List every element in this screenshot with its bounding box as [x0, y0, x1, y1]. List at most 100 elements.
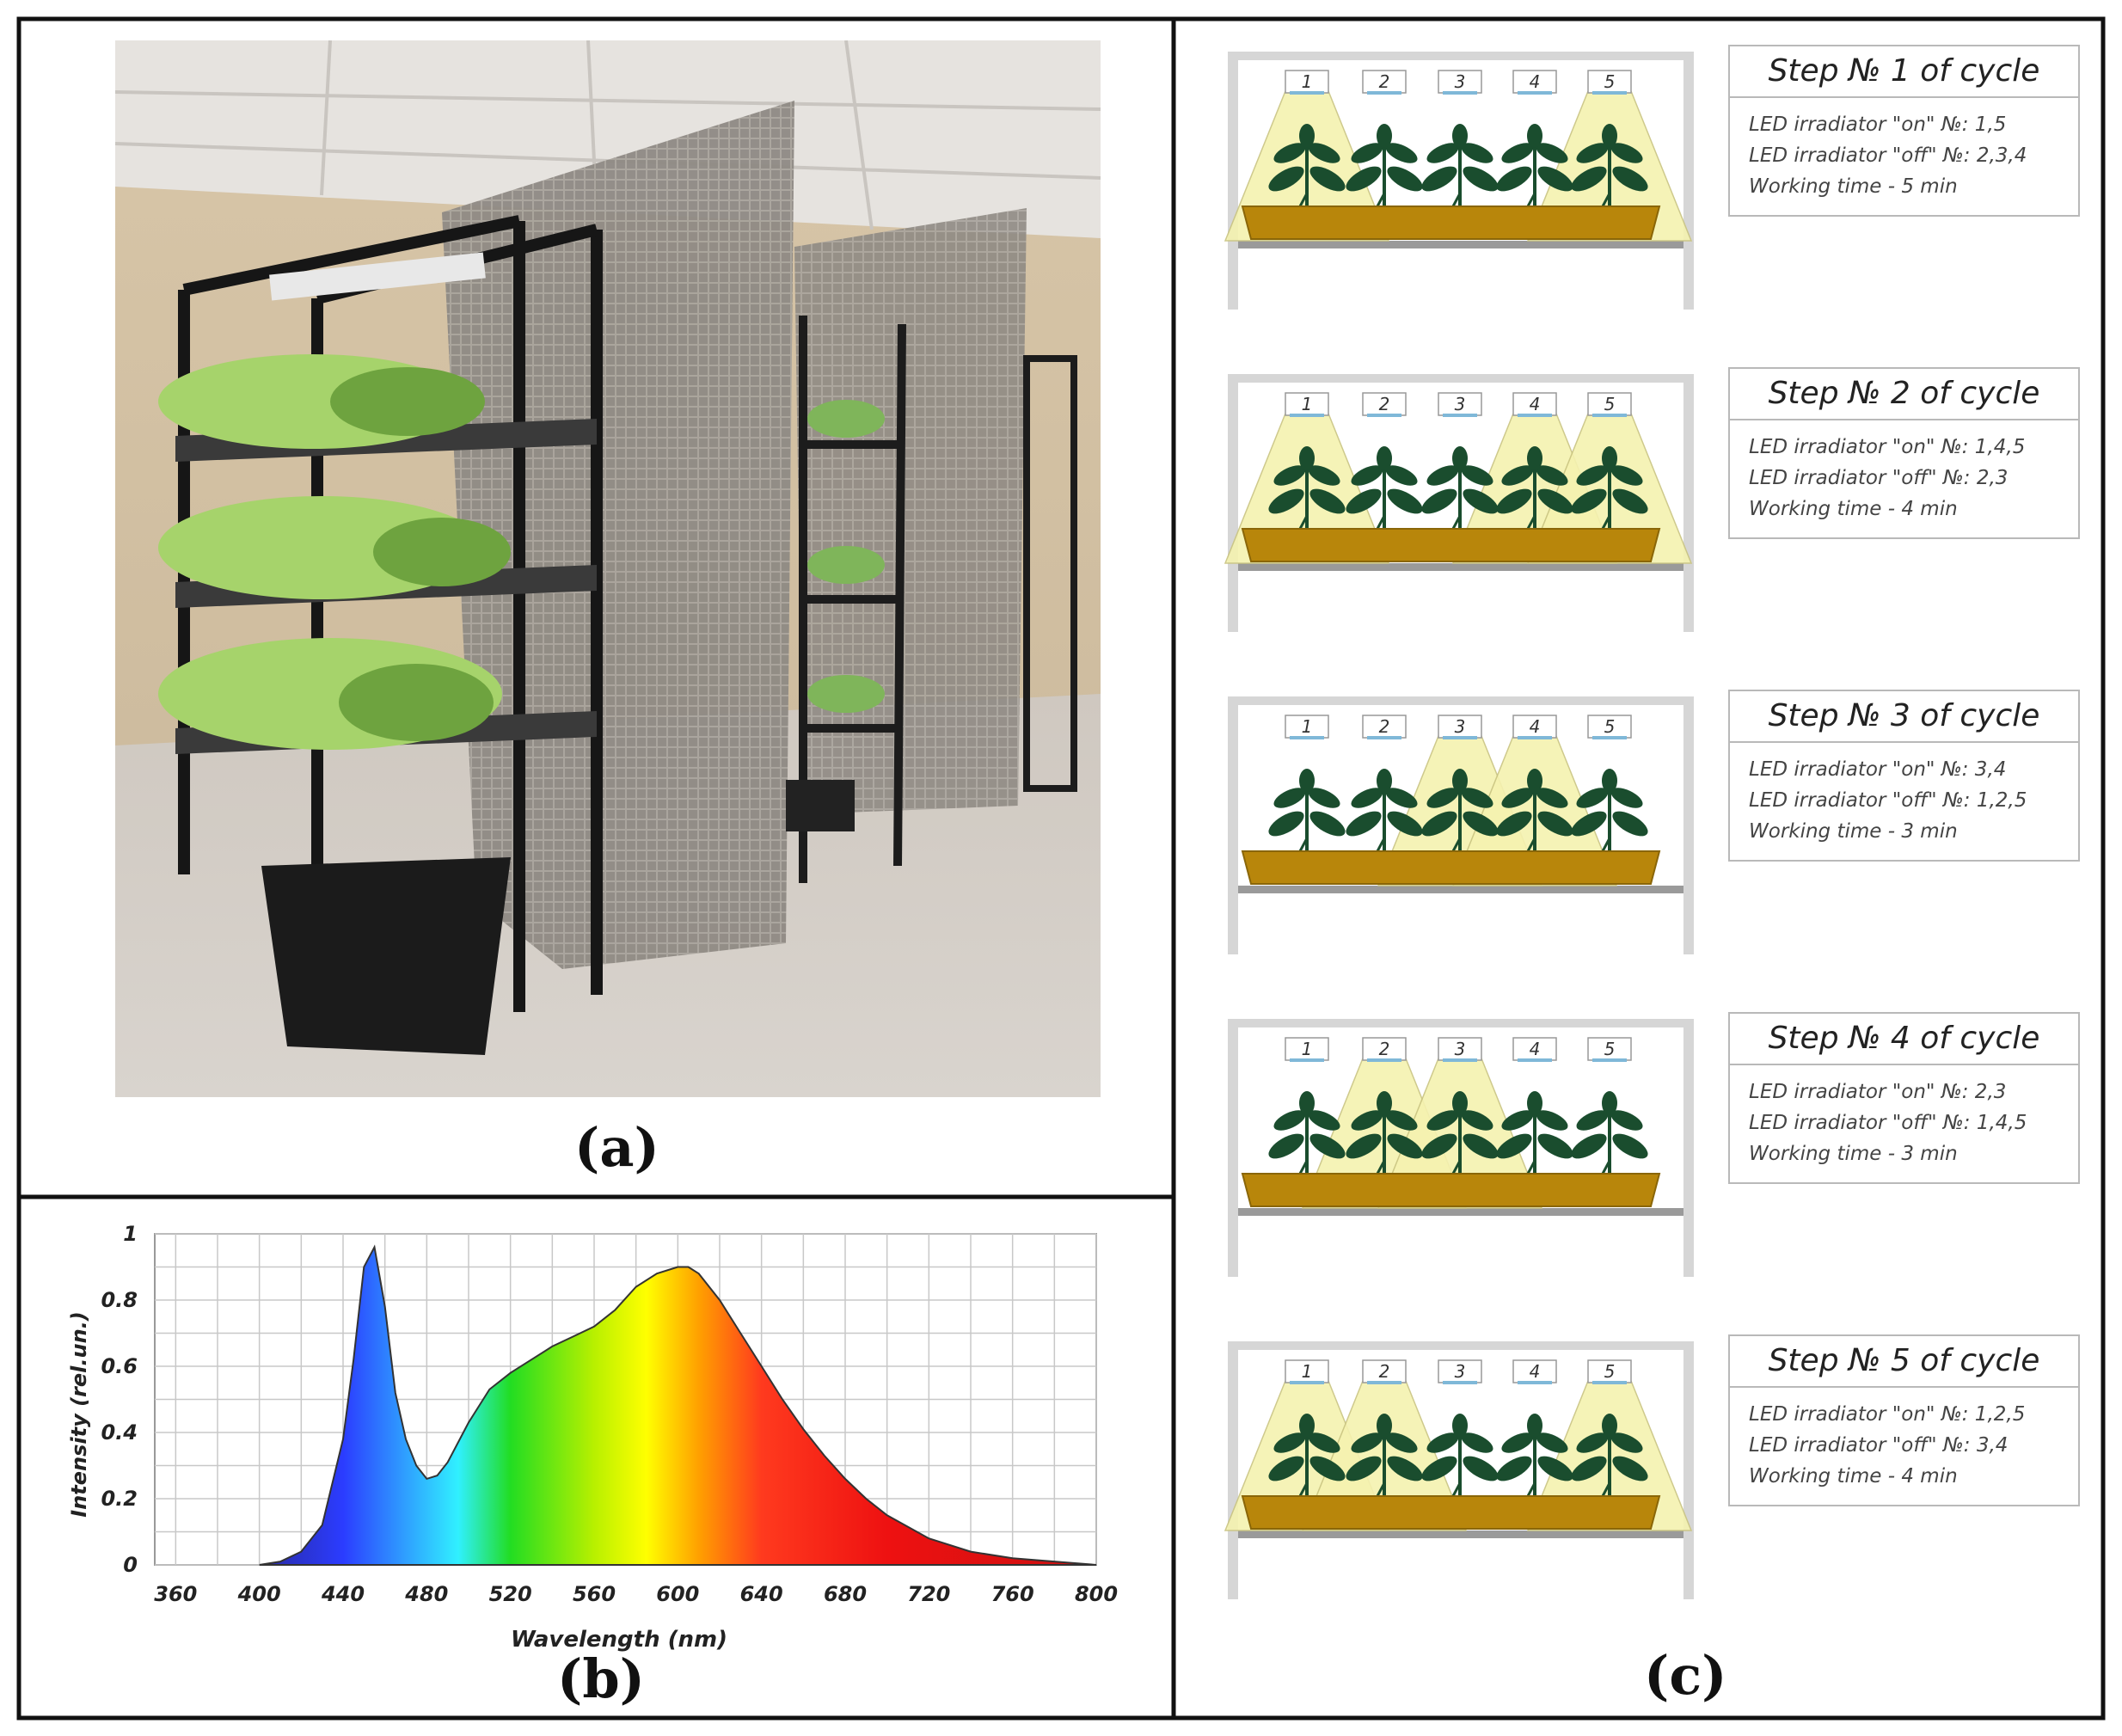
- cycle-step-3: 1 2 3 4 5 Step № 3 of cycle LED irradiator "on…: [1212, 679, 2089, 963]
- cycle-step-2: 1 2 3 4 5 Step № 2 of cycle LED irradiator "on…: [1212, 357, 2089, 641]
- x-tick-label: 720: [907, 1582, 950, 1606]
- plant-icon: [1268, 769, 1346, 860]
- chart-series: [259, 1244, 1097, 1566]
- x-tick-label: 760: [991, 1582, 1034, 1606]
- lamp-number: 5: [1604, 1361, 1616, 1382]
- y-tick-label: 0.2: [101, 1487, 138, 1511]
- led-lamp: [1587, 1037, 1632, 1061]
- step-title: Step № 4 of cycle: [1730, 1014, 2078, 1065]
- growing-tray: [1241, 528, 1661, 562]
- working-time-line: Working time - 5 min: [1749, 175, 1958, 198]
- plant-icon: [1346, 446, 1423, 537]
- lamp-number: 3: [1455, 394, 1466, 414]
- x-tick-label: 400: [237, 1582, 281, 1606]
- lamp-number: 2: [1379, 1361, 1390, 1382]
- lamp-number: 3: [1455, 1039, 1466, 1059]
- shelf: [1238, 241, 1683, 248]
- cycle-step-4: 1 2 3 4 5 Step № 4 of cycle LED irradiator "on…: [1212, 1002, 2089, 1285]
- plant-icon: [1346, 1414, 1423, 1505]
- led-lamp: [1512, 715, 1557, 739]
- plant-icon: [1346, 124, 1423, 215]
- x-tick-label: 440: [321, 1582, 365, 1606]
- x-axis-label: Wavelength (nm): [511, 1627, 727, 1653]
- led-on-line: LED irradiator "on" №: 2,3: [1749, 1081, 2007, 1103]
- spectrum-chart: 360 400 440 480 520 560 600 640 680 720 760 800 0 0.…: [34, 1204, 1152, 1702]
- y-tick-label: 0: [123, 1553, 138, 1577]
- y-tick-label: 0.4: [101, 1420, 138, 1445]
- shelf: [1238, 886, 1683, 893]
- growing-tray: [1241, 1495, 1661, 1530]
- lamp-number: 2: [1379, 1039, 1390, 1059]
- panel-label-c: (c): [1644, 1644, 1727, 1707]
- lamp-number: 5: [1604, 394, 1616, 414]
- shelf: [1238, 563, 1683, 571]
- x-tick-label: 800: [1075, 1582, 1118, 1606]
- working-time-line: Working time - 4 min: [1749, 498, 1958, 520]
- led-lamp: [1362, 1359, 1407, 1383]
- led-lamp: [1285, 1037, 1329, 1061]
- lamp-number: 1: [1302, 1361, 1313, 1382]
- x-tick-label: 560: [573, 1582, 616, 1606]
- growing-shelf-diagram: 1 2 3 4 5: [1224, 374, 1694, 632]
- x-tick-label: 680: [824, 1582, 867, 1606]
- lamp-number: 2: [1379, 716, 1390, 737]
- led-lamp: [1285, 1359, 1329, 1383]
- frame-post-right: [1683, 696, 1694, 954]
- frame-post-left: [1228, 696, 1238, 954]
- step-info-box: Step № 4 of cycle LED irradiator "on" №: …: [1728, 1012, 2080, 1184]
- lamp-number: 3: [1455, 1361, 1466, 1382]
- x-tick-labels: 360 400 440 480 520 560 600 640 680 720 760 800: [154, 1582, 1118, 1606]
- step-info-box: Step № 1 of cycle LED irradiator "on" №: …: [1728, 45, 2080, 217]
- x-tick-label: 520: [489, 1582, 532, 1606]
- led-lamp: [1438, 715, 1482, 739]
- lamp-number: 4: [1530, 394, 1541, 414]
- panel-label-b: (b): [557, 1647, 646, 1710]
- frame-top: [1228, 52, 1694, 60]
- y-tick-label: 0.6: [101, 1354, 138, 1378]
- plant-icon: [1421, 124, 1499, 215]
- lamp-number: 1: [1302, 1039, 1313, 1059]
- plant-icon: [1571, 446, 1648, 537]
- lamp-number: 2: [1379, 71, 1390, 92]
- led-off-line: LED irradiator "off" №: 3,4: [1749, 1434, 2009, 1457]
- plant-icon: [1346, 769, 1423, 860]
- led-lamp: [1362, 715, 1407, 739]
- growing-tray: [1241, 850, 1661, 885]
- plant-icon: [1421, 446, 1499, 537]
- lamp-number: 1: [1302, 716, 1313, 737]
- plant-icon: [1496, 124, 1573, 215]
- panel-label-a: (a): [574, 1116, 659, 1179]
- lamp-number: 4: [1530, 1039, 1541, 1059]
- led-lamp: [1587, 70, 1632, 94]
- plant-icon: [1268, 1091, 1346, 1182]
- frame-post-right: [1683, 1019, 1694, 1277]
- x-tick-label: 480: [404, 1582, 448, 1606]
- x-tick-label: 600: [656, 1582, 699, 1606]
- led-on-line: LED irradiator "on" №: 3,4: [1749, 758, 2007, 781]
- plant-icon: [1571, 124, 1648, 215]
- lamp-number: 1: [1302, 71, 1313, 92]
- frame-post-right: [1683, 1341, 1694, 1599]
- frame-post-right: [1683, 374, 1694, 632]
- step-info-box: Step № 2 of cycle LED irradiator "on" №: …: [1728, 367, 2080, 539]
- frame-top: [1228, 374, 1694, 383]
- cycle-step-1: 1 2 3 4 5 Step № 1 of cycle LED irradiator "on…: [1212, 34, 2089, 318]
- y-tick-label: 0.8: [101, 1288, 138, 1312]
- plant-icon: [1421, 769, 1499, 860]
- led-lamp: [1438, 70, 1482, 94]
- step-title: Step № 2 of cycle: [1730, 369, 2078, 420]
- x-tick-label: 360: [154, 1582, 197, 1606]
- shelf: [1238, 1208, 1683, 1216]
- led-off-line: LED irradiator "off" №: 1,2,5: [1749, 789, 2027, 812]
- led-off-line: LED irradiator "off" №: 1,4,5: [1749, 1112, 2027, 1134]
- frame-top: [1228, 1341, 1694, 1350]
- lamp-number: 4: [1530, 716, 1541, 737]
- working-time-line: Working time - 4 min: [1749, 1465, 1958, 1488]
- led-lamp: [1587, 715, 1632, 739]
- led-off-line: LED irradiator "off" №: 2,3: [1749, 467, 2009, 489]
- led-on-line: LED irradiator "on" №: 1,4,5: [1749, 436, 2026, 458]
- plant-icon: [1496, 769, 1573, 860]
- led-lamp: [1438, 1037, 1482, 1061]
- led-on-line: LED irradiator "on" №: 1,2,5: [1749, 1403, 2026, 1426]
